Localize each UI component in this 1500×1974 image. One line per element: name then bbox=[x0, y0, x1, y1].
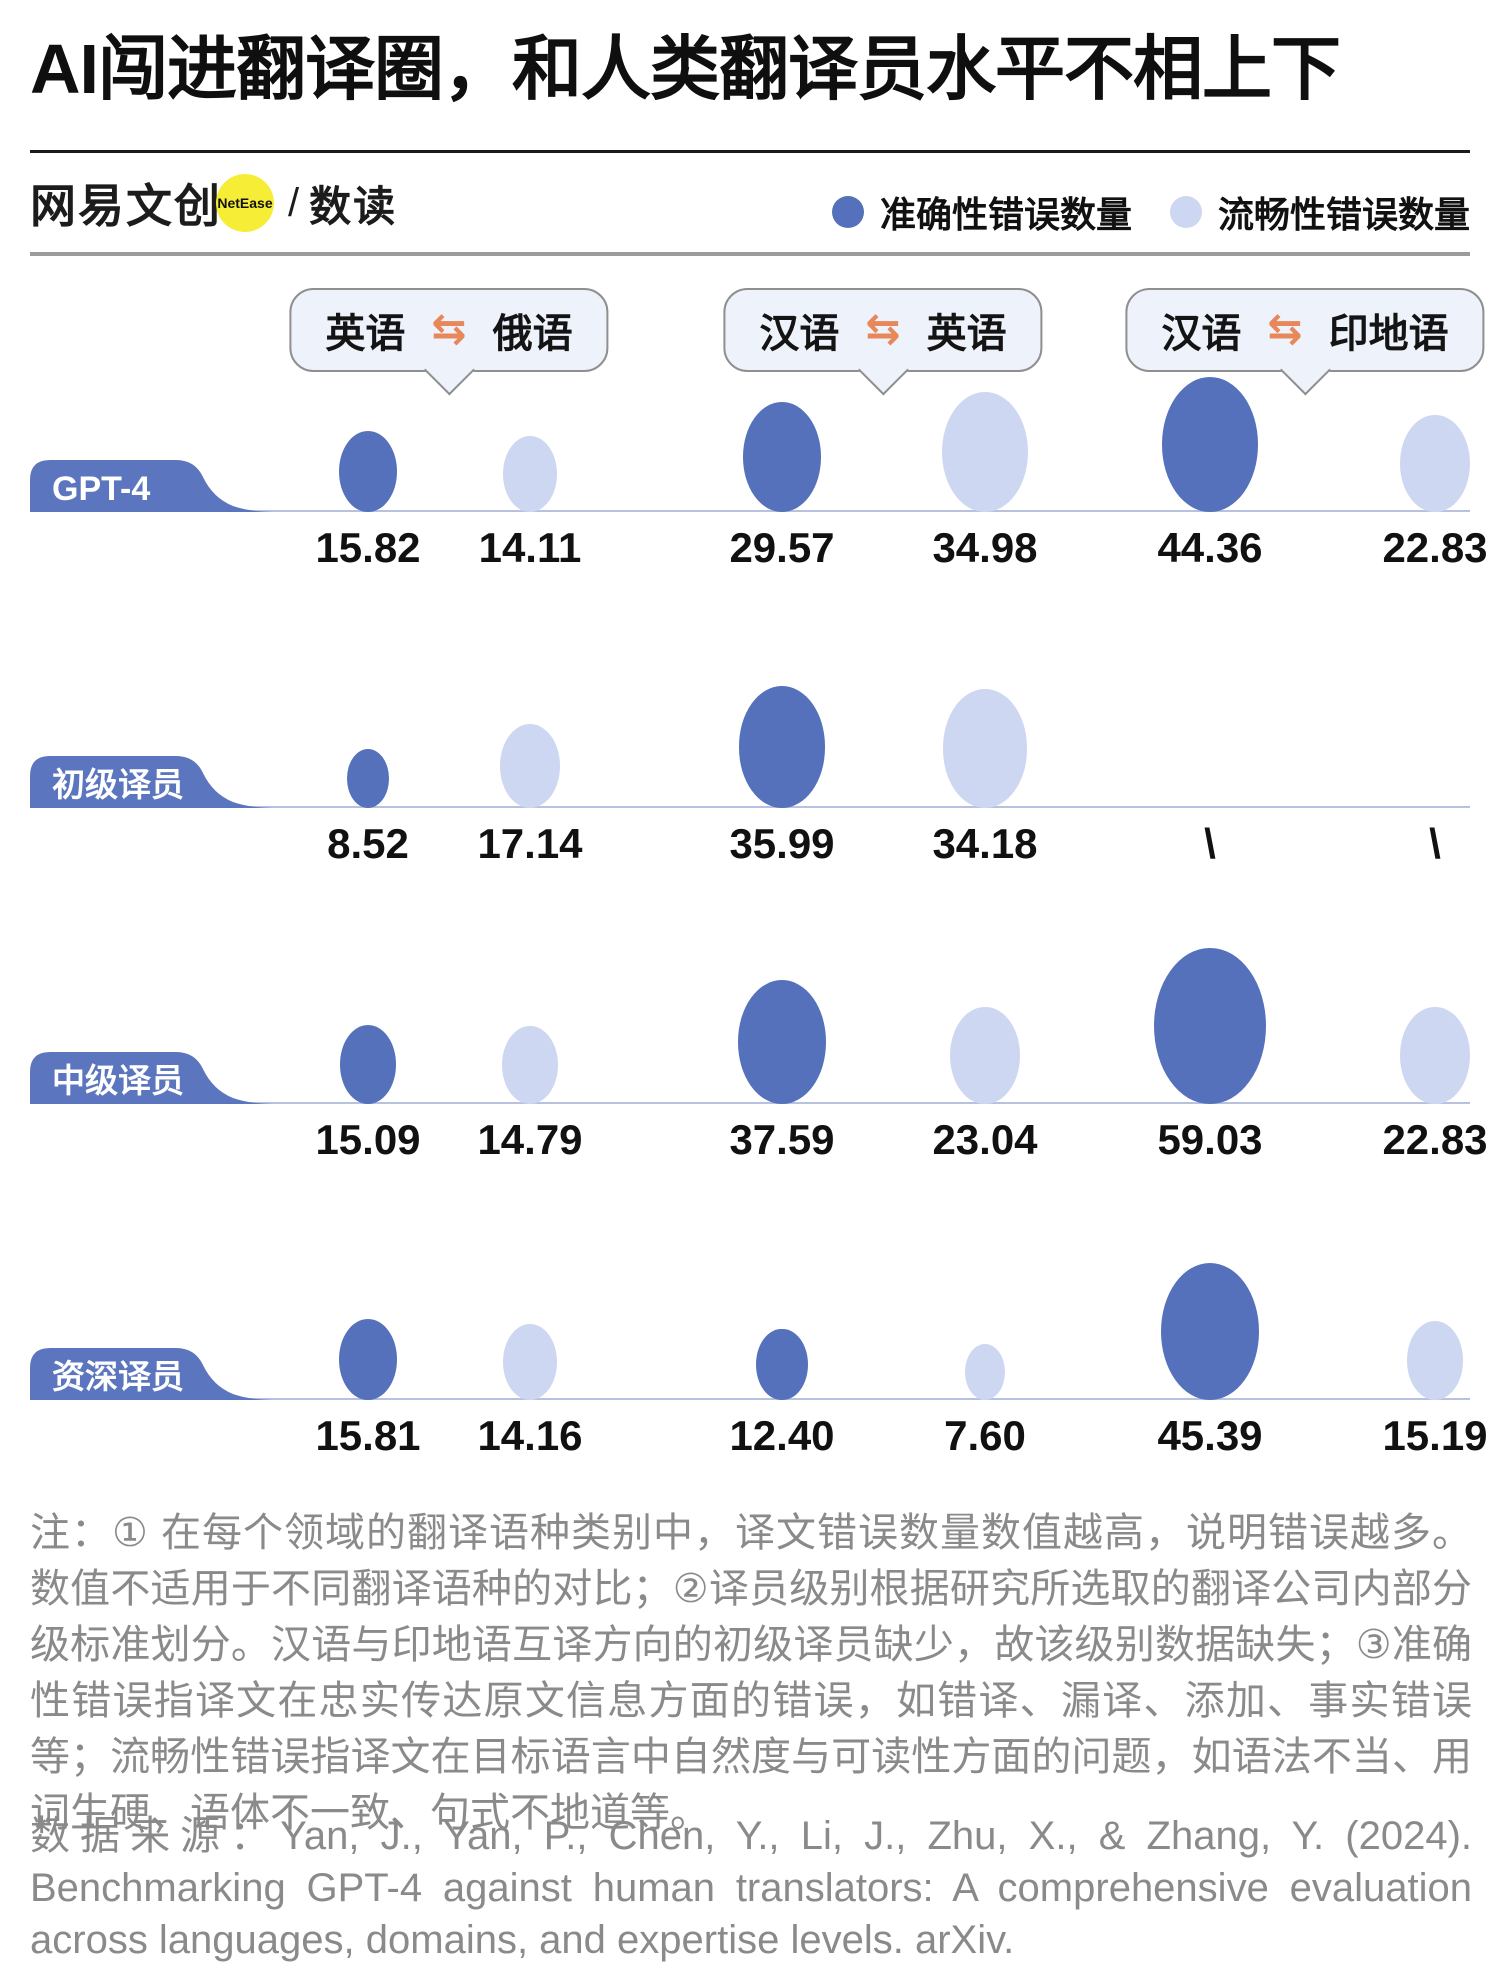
value-label: 15.09 bbox=[315, 1116, 421, 1163]
fluency-bubble bbox=[1400, 415, 1470, 512]
fluency-bubble bbox=[942, 689, 1028, 808]
row-label-text: 资深译员 bbox=[52, 1358, 184, 1395]
accuracy-bubble bbox=[742, 401, 822, 512]
fluency-bubble bbox=[1406, 1320, 1464, 1400]
accuracy-bubble bbox=[738, 686, 826, 808]
pair-to-label: 俄语 bbox=[492, 312, 573, 356]
value-label: 59.03 bbox=[1157, 1116, 1263, 1163]
fluency-bubble bbox=[1400, 1007, 1470, 1104]
brand-name: 网易文创 bbox=[30, 180, 222, 232]
missing-value-marker: \ bbox=[1429, 820, 1441, 867]
value-label: 22.83 bbox=[1382, 524, 1488, 571]
accuracy-bubble bbox=[1154, 948, 1266, 1104]
value-label: 44.36 bbox=[1157, 524, 1263, 571]
value-label: 14.16 bbox=[477, 1412, 583, 1459]
swap-arrow-icon: ⇆ bbox=[431, 304, 467, 352]
row-baseline bbox=[30, 1398, 1470, 1400]
fluency-bubble bbox=[950, 1006, 1020, 1104]
fluency-bubble bbox=[502, 435, 558, 512]
language-pair-callout: 汉语 ⇆ 英语 bbox=[723, 288, 1043, 396]
value-label: 7.60 bbox=[944, 1412, 1026, 1459]
legend-item-fluency: 流畅性错误数量 bbox=[1169, 186, 1470, 238]
missing-value-marker: \ bbox=[1204, 820, 1216, 867]
accuracy-bubble bbox=[339, 1319, 397, 1400]
value-label: 34.18 bbox=[932, 820, 1038, 867]
pair-from-label: 汉语 bbox=[1161, 312, 1242, 356]
legend-label-accuracy: 准确性错误数量 bbox=[879, 194, 1132, 235]
row-label: 初级译员 bbox=[30, 756, 275, 808]
value-label: 17.14 bbox=[477, 820, 583, 867]
pair-to-label: 英语 bbox=[926, 312, 1007, 356]
value-label: 15.82 bbox=[315, 524, 421, 571]
value-label: 15.19 bbox=[1382, 1412, 1488, 1459]
accuracy-bubble bbox=[1161, 1263, 1259, 1400]
fluency-bubble bbox=[499, 723, 560, 808]
netease-badge-icon: NetEase bbox=[216, 174, 274, 232]
value-label: 23.04 bbox=[932, 1116, 1038, 1163]
row-label: 资深译员 bbox=[30, 1348, 275, 1400]
legend-label-fluency: 流畅性错误数量 bbox=[1217, 194, 1470, 235]
fluency-bubble bbox=[965, 1344, 1005, 1400]
value-label: 15.81 bbox=[315, 1412, 421, 1459]
fluency-dot-icon bbox=[1169, 196, 1202, 228]
page-title: AI闯进翻译圈，和人类翻译员水平不相上下 bbox=[30, 30, 1341, 108]
accuracy-bubble bbox=[339, 431, 397, 512]
value-label: 22.83 bbox=[1382, 1116, 1488, 1163]
row-label-text: 初级译员 bbox=[52, 766, 184, 803]
row-baseline bbox=[30, 510, 1470, 512]
value-label: 29.57 bbox=[729, 524, 835, 571]
accuracy-bubble bbox=[1161, 376, 1259, 512]
pair-from-label: 英语 bbox=[325, 312, 406, 356]
swap-arrow-icon: ⇆ bbox=[865, 304, 901, 352]
row-label: GPT-4 bbox=[30, 460, 275, 512]
value-label: 45.39 bbox=[1157, 1412, 1263, 1459]
language-pair-callout: 汉语 ⇆ 印地语 bbox=[1125, 288, 1485, 396]
fluency-bubble bbox=[942, 391, 1028, 512]
value-label: 8.52 bbox=[327, 820, 409, 867]
fluency-bubble bbox=[502, 1323, 558, 1400]
swap-arrow-icon: ⇆ bbox=[1267, 304, 1303, 352]
pair-to-label: 印地语 bbox=[1328, 312, 1449, 356]
title-divider bbox=[30, 150, 1470, 153]
row-label-text: GPT-4 bbox=[52, 470, 150, 508]
language-pair-callout: 英语 ⇆ 俄语 bbox=[289, 288, 609, 396]
row-baseline bbox=[30, 1102, 1470, 1104]
value-label: 37.59 bbox=[729, 1116, 835, 1163]
brand-separator: / bbox=[288, 180, 300, 225]
footnotes: 注：① 在每个领域的翻译语种类别中，译文错误数量数值越高，说明错误越多。数值不适… bbox=[30, 1511, 1472, 1835]
header-divider bbox=[30, 252, 1470, 256]
value-label: 34.98 bbox=[932, 524, 1038, 571]
data-source: 数据来源：Yan, J., Yan, P., Chen, Y., Li, J.,… bbox=[30, 1814, 1472, 1962]
pair-from-label: 汉语 bbox=[759, 312, 840, 356]
accuracy-dot-icon bbox=[831, 196, 864, 228]
accuracy-bubble bbox=[346, 748, 390, 808]
value-label: 35.99 bbox=[729, 820, 835, 867]
row-baseline bbox=[30, 806, 1470, 808]
value-label: 12.40 bbox=[729, 1412, 835, 1459]
value-label: 14.11 bbox=[478, 524, 582, 571]
legend: 准确性错误数量 流畅性错误数量 bbox=[831, 186, 1470, 238]
value-label: 14.79 bbox=[477, 1116, 583, 1163]
legend-item-accuracy: 准确性错误数量 bbox=[831, 186, 1132, 238]
brand-logo: 网易文创 NetEase / 数读 bbox=[30, 170, 397, 236]
accuracy-bubble bbox=[339, 1025, 397, 1104]
row-label-text: 中级译员 bbox=[52, 1062, 184, 1099]
brand-channel: 数读 bbox=[309, 182, 398, 230]
netease-badge-label: NetEase bbox=[217, 195, 273, 211]
fluency-bubble bbox=[502, 1025, 558, 1104]
accuracy-bubble bbox=[737, 979, 827, 1104]
accuracy-bubble bbox=[756, 1328, 808, 1400]
row-label: 中级译员 bbox=[30, 1052, 275, 1104]
